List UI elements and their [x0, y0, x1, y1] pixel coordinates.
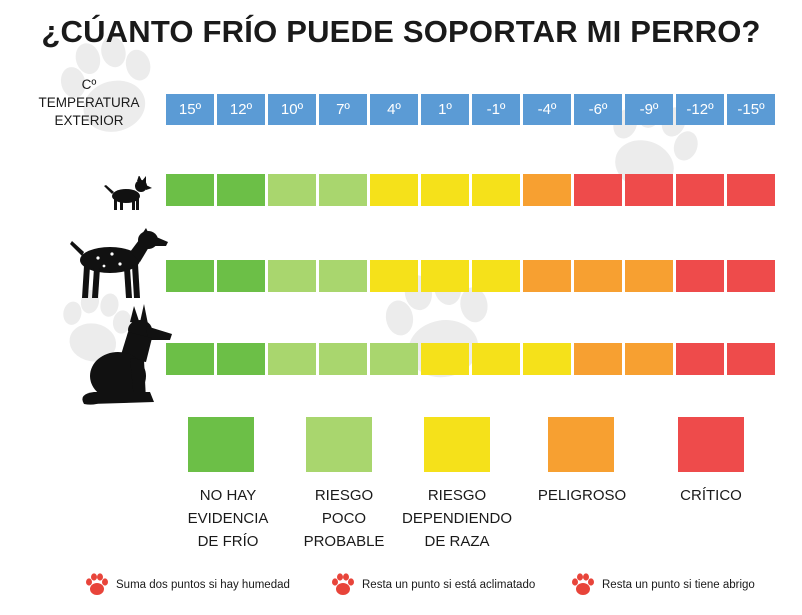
risk-segment-no-evidence [217, 260, 265, 292]
legend-line: POCO [321, 510, 367, 527]
risk-segment-dangerous [523, 174, 571, 206]
risk-segment-dangerous [574, 260, 622, 292]
risk-segment-breed-dependent [421, 260, 469, 292]
small-dog-icon [104, 176, 152, 210]
legend-swatch-low-risk [306, 417, 372, 472]
risk-segment-no-evidence [166, 174, 214, 206]
risk-segment-low-risk [319, 174, 367, 206]
risk-segment-low-risk [319, 343, 367, 375]
note-humidity: Suma dos puntos si hay humedad [84, 572, 290, 598]
legend-line: DE RAZA [424, 533, 490, 550]
legend-swatch-dangerous [548, 417, 614, 472]
medium-dog-icon [70, 228, 168, 298]
temperature-cell: -9º [625, 94, 673, 125]
note-text: Suma dos puntos si hay humedad [116, 579, 290, 591]
large-dog-icon [82, 304, 172, 405]
temperature-cell: -15º [727, 94, 775, 125]
risk-segment-critical [727, 343, 775, 375]
temperature-unit: Cº [81, 77, 97, 92]
risk-bar-small-dog [166, 174, 775, 206]
legend-line: PELIGROSO [537, 487, 627, 504]
temperature-cell: 4º [370, 94, 418, 125]
temperature-cell: 12º [217, 94, 265, 125]
legend-swatch-no-evidence [188, 417, 254, 472]
risk-segment-critical [625, 174, 673, 206]
risk-bar-medium-dog [166, 260, 775, 292]
legend-line: RIESGO [314, 487, 374, 504]
paw-icon [86, 573, 108, 595]
temperature-header-row: 15º 12º 10º 7º 4º 1º -1º -4º -6º -9º -12º -15º [166, 94, 775, 125]
legend-line: DE FRÍO [197, 533, 259, 550]
risk-segment-low-risk [268, 343, 316, 375]
temperature-cell: 7º [319, 94, 367, 125]
risk-segment-critical [676, 174, 724, 206]
risk-segment-dangerous [523, 260, 571, 292]
legend-swatch-breed-dependent [424, 417, 490, 472]
risk-segment-critical [727, 174, 775, 206]
risk-segment-breed-dependent [421, 174, 469, 206]
legend-line: EVIDENCIA [187, 510, 269, 527]
note-text: Resta un punto si tiene abrigo [602, 579, 755, 591]
temperature-cell: -12º [676, 94, 724, 125]
risk-segment-breed-dependent [421, 343, 469, 375]
temperature-cell: 1º [421, 94, 469, 125]
temperature-label-line2: EXTERIOR [54, 113, 124, 128]
risk-segment-critical [676, 260, 724, 292]
risk-segment-breed-dependent [472, 343, 520, 375]
risk-segment-critical [727, 260, 775, 292]
legend-label-no-evidence: NO HAY EVIDENCIA DE FRÍO [163, 484, 293, 553]
legend-label-low-risk: RIESGO POCO PROBABLE [279, 484, 409, 553]
risk-segment-no-evidence [217, 343, 265, 375]
temperature-cell: 15º [166, 94, 214, 125]
risk-segment-low-risk [370, 343, 418, 375]
note-acclimatized: Resta un punto si está aclimatado [330, 572, 535, 598]
paw-icon [332, 573, 354, 595]
legend-line: RIESGO [427, 487, 487, 504]
risk-segment-critical [676, 343, 724, 375]
legend-line: CRÍTICO [680, 487, 742, 504]
temperature-cell: 10º [268, 94, 316, 125]
risk-segment-dangerous [625, 260, 673, 292]
risk-segment-critical [574, 174, 622, 206]
page-title: ¿CÚANTO FRÍO PUEDE SOPORTAR MI PERRO? [41, 14, 761, 49]
temperature-label-line1: TEMPERATURA [38, 95, 140, 110]
risk-segment-dangerous [625, 343, 673, 375]
legend-line: PROBABLE [303, 533, 385, 550]
legend-line: NO HAY [199, 487, 257, 504]
legend-label-critical: CRÍTICO [646, 484, 776, 507]
risk-segment-no-evidence [166, 343, 214, 375]
risk-segment-low-risk [268, 174, 316, 206]
paw-icon [572, 573, 594, 595]
note-coat: Resta un punto si tiene abrigo [570, 572, 755, 598]
risk-segment-dangerous [574, 343, 622, 375]
legend-label-dangerous: PELIGROSO [517, 484, 647, 507]
risk-segment-low-risk [268, 260, 316, 292]
temperature-cell: -1º [472, 94, 520, 125]
risk-segment-low-risk [319, 260, 367, 292]
risk-segment-breed-dependent [472, 174, 520, 206]
legend-line: DEPENDIENDO [401, 510, 513, 527]
temperature-cell: -6º [574, 94, 622, 125]
temperature-axis-label: Cº TEMPERATURA EXTERIOR [30, 76, 148, 130]
legend-swatch-critical [678, 417, 744, 472]
risk-segment-breed-dependent [370, 174, 418, 206]
temperature-cell: -4º [523, 94, 571, 125]
risk-bar-large-dog [166, 343, 775, 375]
legend-label-breed-dependent: RIESGO DEPENDIENDO DE RAZA [392, 484, 522, 553]
risk-segment-breed-dependent [472, 260, 520, 292]
risk-segment-breed-dependent [523, 343, 571, 375]
risk-segment-no-evidence [217, 174, 265, 206]
note-text: Resta un punto si está aclimatado [362, 579, 536, 591]
risk-segment-breed-dependent [370, 260, 418, 292]
risk-segment-no-evidence [166, 260, 214, 292]
